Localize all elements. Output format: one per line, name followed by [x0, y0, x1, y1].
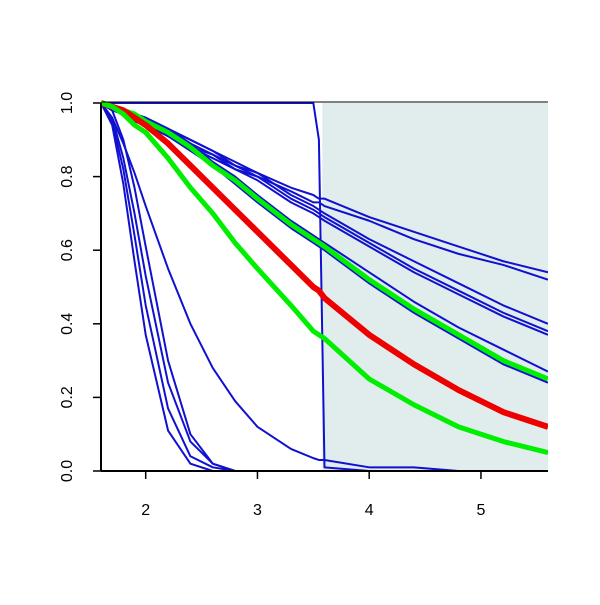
series-line — [101, 102, 548, 472]
y-tick-label: 0.2 — [59, 386, 76, 408]
x-tick-label: 4 — [365, 502, 374, 519]
y-tick-label: 0.8 — [59, 165, 76, 187]
y-tick-label: 0.4 — [59, 313, 76, 335]
series-line — [101, 100, 548, 382]
x-tick-label: 2 — [141, 502, 150, 519]
y-tick-label: 1.0 — [59, 92, 76, 114]
plot-area — [101, 100, 548, 472]
y-tick-label: 0.6 — [59, 239, 76, 261]
shaded-region — [322, 103, 548, 471]
y-tick-label: 0.0 — [59, 460, 76, 482]
series-line — [101, 100, 548, 430]
x-tick-label: 5 — [476, 502, 485, 519]
series-line — [101, 100, 548, 456]
x-tick-label: 3 — [253, 502, 262, 519]
